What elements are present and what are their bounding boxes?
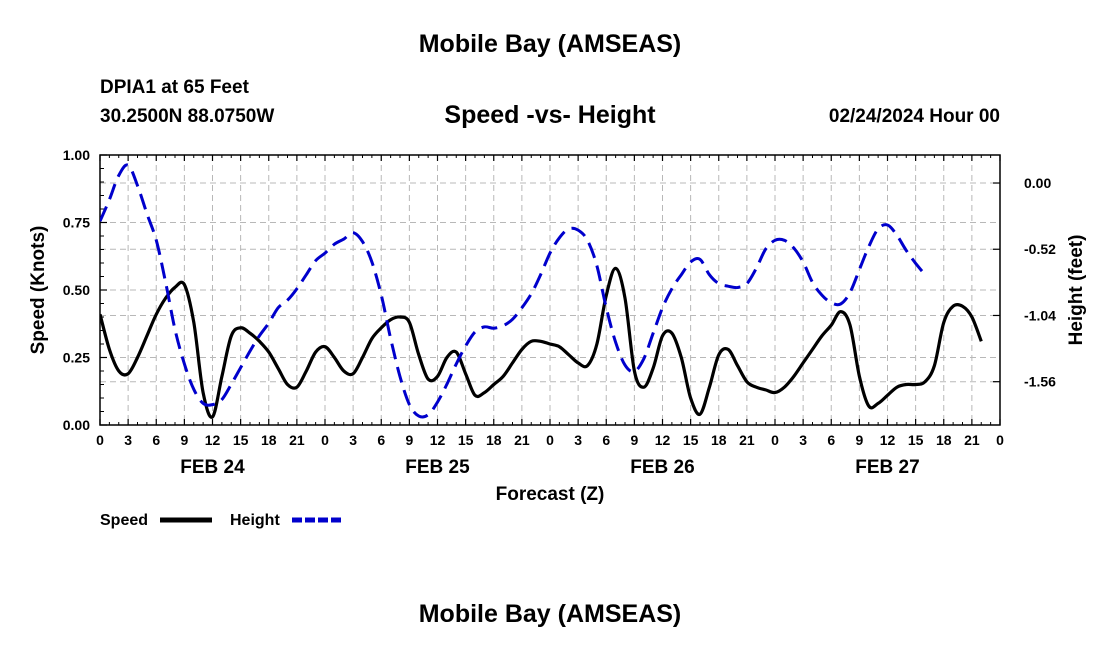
- day-label: FEB 27: [855, 457, 919, 478]
- day-label: FEB 25: [405, 457, 470, 478]
- x-tick-label: 0: [996, 432, 1004, 448]
- y2-tick-label: 0.00: [1024, 175, 1051, 191]
- y2-tick-label: -1.04: [1024, 307, 1056, 323]
- x-tick-label: 0: [96, 432, 104, 448]
- x-tick-label: 15: [233, 432, 249, 448]
- x-tick-label: 18: [936, 432, 952, 448]
- x-tick-label: 0: [321, 432, 329, 448]
- legend-label-speed: Speed: [100, 512, 148, 529]
- x-tick-label: 15: [458, 432, 474, 448]
- x-tick-label: 9: [855, 432, 863, 448]
- y-tick-label: 1.00: [63, 147, 90, 163]
- station-coordinates: 30.2500N 88.0750W: [100, 106, 275, 127]
- x-tick-label: 6: [827, 432, 835, 448]
- x-tick-label: 9: [180, 432, 188, 448]
- y-tick-label: 0.50: [63, 282, 90, 298]
- x-tick-label: 12: [430, 432, 446, 448]
- forecast-datetime: 02/24/2024 Hour 00: [828, 106, 1000, 127]
- x-tick-label: 21: [289, 432, 305, 448]
- x-tick-label: 15: [683, 432, 699, 448]
- x-tick-label: 3: [799, 432, 807, 448]
- height-series-line: [100, 163, 927, 419]
- x-tick-label: 18: [486, 432, 502, 448]
- x-tick-label: 9: [405, 432, 413, 448]
- y2-tick-label: -1.56: [1024, 374, 1056, 390]
- axis-labels: 0 3 6 9 12 15 18 21 0 3 6 9 12 15 18 21 0 3 6 9 12 15 18 21 0 3 6 9…: [28, 147, 1087, 505]
- x-tick-label: 12: [880, 432, 896, 448]
- x-tick-label: 21: [739, 432, 755, 448]
- x-tick-label: 6: [152, 432, 160, 448]
- x-axis-title: Forecast (Z): [496, 484, 605, 505]
- speed-series-line: [100, 266, 983, 419]
- x-tick-label: 12: [655, 432, 671, 448]
- y-tick-label: 0.25: [63, 350, 90, 366]
- series-layer: [100, 163, 983, 419]
- chart-main-title: Mobile Bay (AMSEAS): [418, 30, 682, 58]
- x-tick-label: 0: [771, 432, 779, 448]
- day-label: FEB 26: [630, 457, 694, 478]
- next-chart-title: Mobile Bay (AMSEAS): [418, 600, 682, 628]
- x-tick-label: 9: [630, 432, 638, 448]
- legend: Speed Height: [100, 512, 344, 529]
- grid-lines: [100, 155, 1000, 425]
- axis-ticks: [99, 154, 1001, 426]
- x-tick-label: 6: [377, 432, 385, 448]
- y-tick-label: 0.75: [63, 215, 90, 231]
- x-tick-label: 12: [205, 432, 221, 448]
- x-tick-label: 18: [711, 432, 727, 448]
- x-tick-label: 6: [602, 432, 610, 448]
- x-tick-label: 18: [261, 432, 277, 448]
- x-tick-label: 3: [124, 432, 132, 448]
- x-tick-label: 3: [574, 432, 582, 448]
- x-tick-label: 21: [514, 432, 530, 448]
- x-tick-label: 3: [349, 432, 357, 448]
- y2-tick-label: -0.52: [1024, 241, 1056, 257]
- station-name: DPIA1 at 65 Feet: [100, 77, 249, 98]
- chart-subtitle: Speed -vs- Height: [444, 101, 656, 129]
- x-tick-label: 21: [964, 432, 980, 448]
- legend-label-height: Height: [230, 512, 280, 529]
- y-tick-label: 0.00: [63, 417, 90, 433]
- x-tick-label: 15: [908, 432, 924, 448]
- day-label: FEB 24: [180, 457, 245, 478]
- y-axis-title: Speed (Knots): [28, 226, 49, 355]
- x-tick-label: 0: [546, 432, 554, 448]
- y2-axis-title: Height (feet): [1066, 235, 1087, 346]
